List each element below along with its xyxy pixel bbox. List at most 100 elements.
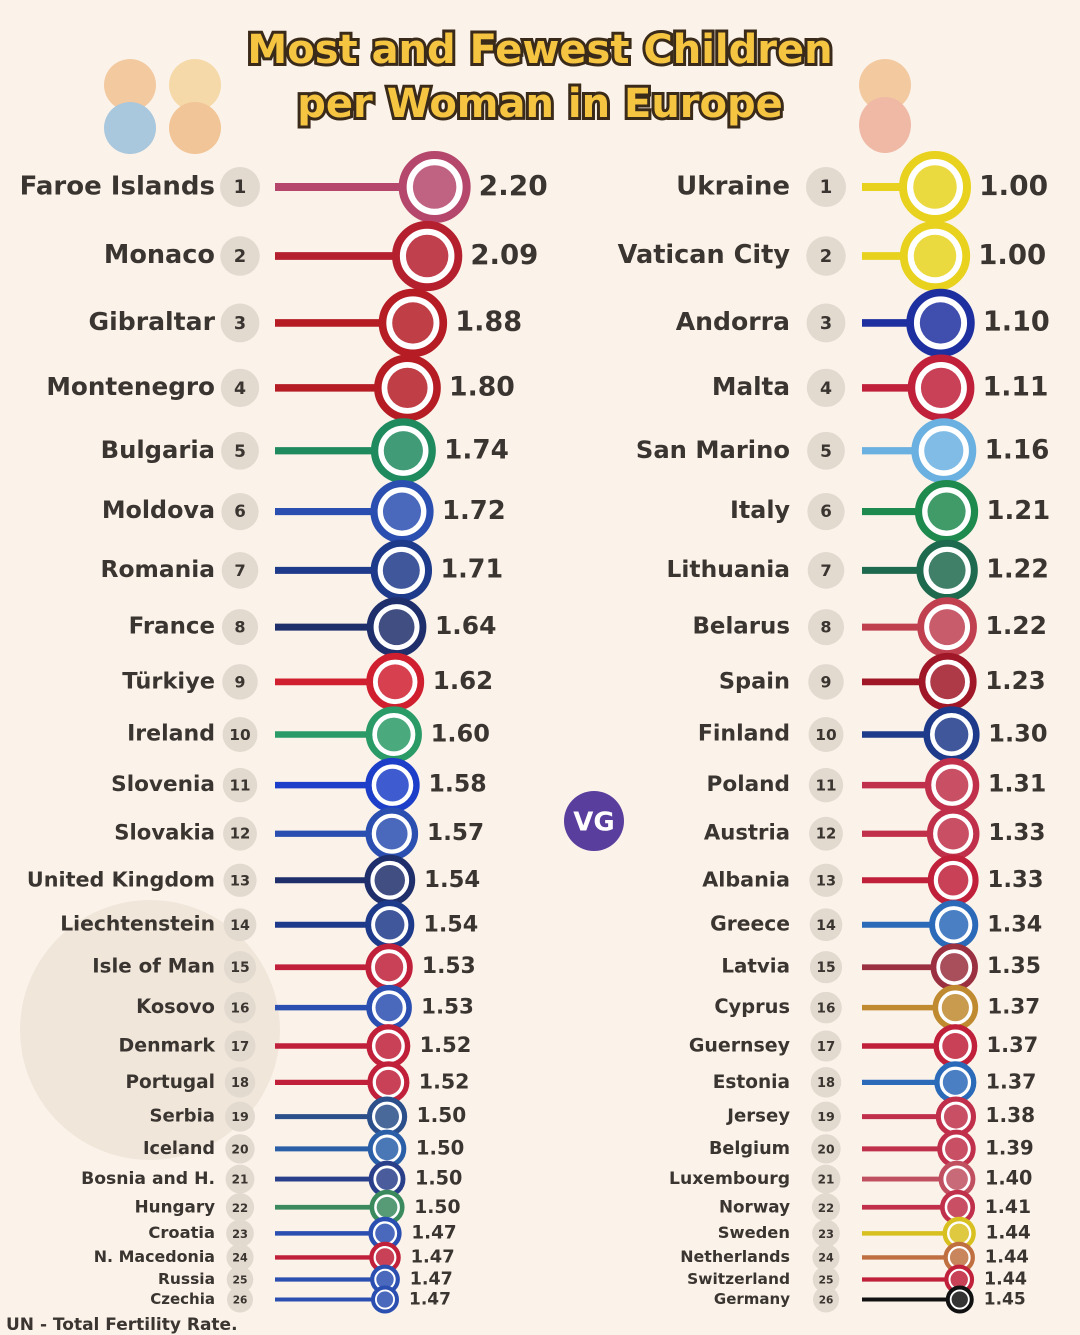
country-label: Vatican City — [618, 240, 791, 270]
value-label: 1.72 — [442, 496, 506, 526]
country-label: Serbia — [149, 1106, 215, 1127]
rank-label: 11 — [815, 777, 836, 795]
flag — [939, 910, 969, 940]
country-label: Guernsey — [689, 1035, 790, 1057]
flag — [924, 431, 964, 471]
country-label: Andorra — [676, 307, 790, 336]
country-label: Norway — [719, 1196, 790, 1216]
value-label: 1.64 — [435, 611, 496, 640]
rank-badge — [226, 1243, 254, 1272]
rank-badge — [225, 1101, 255, 1132]
value-label: 1.10 — [983, 306, 1050, 337]
rank-label: 3 — [820, 314, 832, 334]
value-label: 1.52 — [419, 1069, 470, 1093]
rank-badge — [811, 1193, 841, 1222]
rank-label: 1 — [234, 177, 247, 198]
value-label: 1.23 — [985, 666, 1045, 695]
flag — [374, 865, 405, 896]
flag — [375, 1248, 395, 1267]
country-label: Sweden — [718, 1223, 790, 1242]
country-label: Jersey — [725, 1106, 790, 1127]
rank-label: 20 — [817, 1142, 834, 1156]
value-label: 1.21 — [987, 496, 1051, 526]
rank-badge — [220, 167, 260, 207]
value-label: 1.38 — [986, 1103, 1036, 1127]
country-label: Finland — [698, 722, 790, 747]
rank-badge — [807, 431, 845, 470]
rank-badge — [811, 1101, 841, 1132]
rank-label: 20 — [231, 1142, 248, 1156]
rank-label: 5 — [234, 441, 246, 461]
flag — [949, 1248, 969, 1267]
rank-label: 24 — [818, 1251, 834, 1264]
rank-label: 5 — [820, 441, 832, 461]
rank-label: 2 — [820, 246, 832, 267]
rank-badge — [223, 951, 257, 984]
flag — [934, 717, 969, 752]
value-label: 1.33 — [988, 820, 1045, 846]
rank-badge — [806, 167, 846, 207]
rank-label: 14 — [816, 918, 836, 934]
rank-label: 18 — [817, 1076, 835, 1091]
flag — [412, 165, 457, 209]
value-label: 1.80 — [449, 371, 515, 402]
flag — [376, 817, 408, 850]
country-label: Malta — [712, 372, 790, 401]
flag — [376, 1291, 394, 1308]
country-label: Kosovo — [136, 995, 215, 1018]
rank-badge — [809, 908, 843, 942]
rank-label: 19 — [817, 1109, 835, 1124]
value-label: 1.54 — [424, 867, 480, 893]
rank-label: 17 — [817, 1040, 835, 1055]
rank-badge — [223, 908, 257, 942]
country-label: Croatia — [148, 1223, 215, 1242]
country-label: Ukraine — [676, 172, 790, 202]
rank-badge — [810, 1030, 842, 1062]
rank-label: 4 — [820, 379, 832, 399]
rank-label: 8 — [820, 618, 831, 637]
flag — [947, 1196, 968, 1218]
rank-badge — [811, 1134, 841, 1164]
country-label: United Kingdom — [27, 867, 215, 891]
country-label: Denmark — [119, 1035, 216, 1057]
rank-label: 15 — [230, 960, 249, 976]
flag — [919, 302, 962, 344]
value-label: 1.33 — [988, 867, 1044, 893]
rank-badge — [222, 767, 258, 803]
value-label: 1.11 — [983, 371, 1049, 402]
value-label: 1.52 — [420, 1033, 472, 1057]
rank-label: 12 — [816, 826, 837, 843]
rank-label: 1 — [820, 177, 833, 198]
rank-label: 25 — [818, 1274, 833, 1287]
rank-label: 12 — [230, 826, 251, 843]
rank-badge — [220, 236, 260, 276]
rank-badge — [224, 1067, 256, 1098]
value-label: 1.39 — [985, 1136, 1033, 1159]
flag — [387, 367, 428, 409]
flag — [942, 1032, 969, 1060]
rank-badge — [224, 991, 256, 1024]
country-label: France — [129, 614, 215, 640]
rank-badge — [225, 1134, 255, 1164]
rank-label: 6 — [820, 502, 832, 521]
country-label: Slovakia — [114, 820, 215, 845]
rank-label: 11 — [229, 777, 250, 795]
rank-badge — [221, 431, 259, 470]
baby-icons — [104, 59, 911, 154]
flag — [913, 234, 957, 278]
rank-label: 6 — [234, 502, 246, 521]
flag — [375, 1032, 402, 1060]
country-label: Poland — [707, 772, 790, 797]
rank-label: 21 — [818, 1173, 835, 1187]
value-label: 1.37 — [986, 1069, 1037, 1093]
rank-badge — [227, 1286, 253, 1313]
country-label: Slovenia — [111, 772, 215, 797]
flag — [940, 953, 969, 982]
flag — [928, 551, 966, 589]
country-label: Greece — [710, 911, 790, 935]
flag — [376, 1270, 394, 1289]
flag — [937, 865, 969, 896]
value-label: 1.50 — [415, 1167, 462, 1190]
country-label: Belgium — [709, 1139, 790, 1159]
rank-badge — [220, 303, 260, 343]
